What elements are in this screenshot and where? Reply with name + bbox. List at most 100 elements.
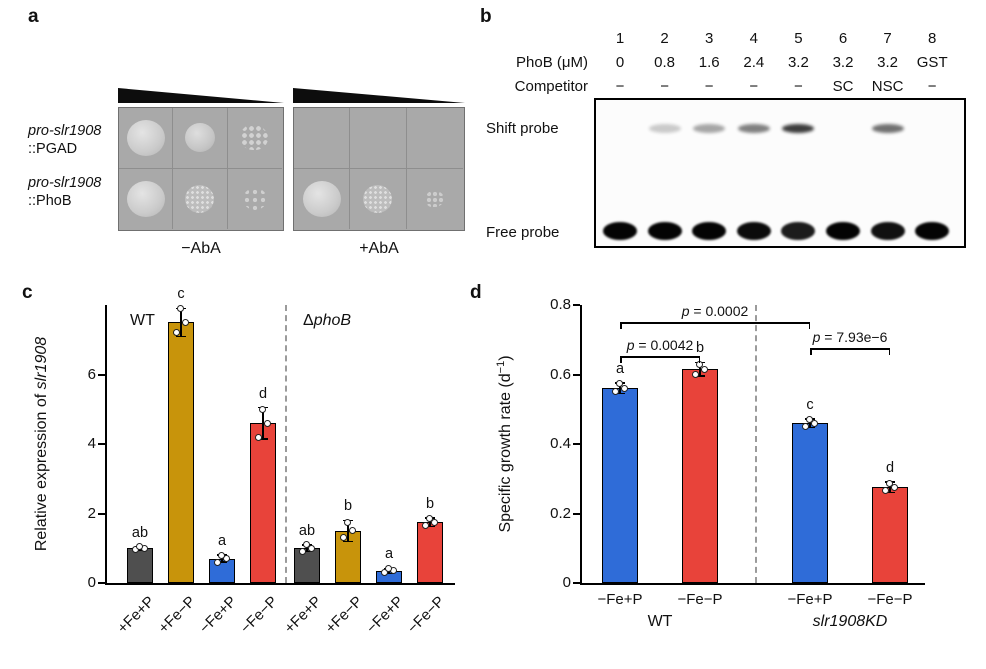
shift-probe-band bbox=[737, 124, 770, 133]
y-tick bbox=[98, 582, 105, 584]
group-label: slr1908KD bbox=[812, 613, 888, 630]
plate-cell bbox=[407, 169, 463, 230]
superscript: −1 bbox=[494, 360, 507, 374]
free-probe-band bbox=[647, 222, 682, 240]
lane-number: 4 bbox=[749, 30, 758, 47]
data-point bbox=[611, 388, 619, 396]
p-value-text: = 7.93e−6 bbox=[820, 329, 888, 345]
group-annotation-phob: ΔphoB bbox=[303, 312, 351, 330]
bar bbox=[872, 487, 908, 583]
plate-cell bbox=[173, 108, 228, 169]
bracket-tick bbox=[888, 348, 890, 355]
bar bbox=[792, 423, 828, 583]
data-point bbox=[176, 304, 184, 312]
group-label: WT bbox=[647, 613, 673, 630]
group-annotation-wt: WT bbox=[130, 312, 155, 329]
shift-probe-band bbox=[693, 124, 726, 133]
data-point bbox=[135, 543, 143, 550]
data-point bbox=[307, 544, 315, 552]
significance-letter: a bbox=[615, 361, 625, 378]
ylabel-text: Specific growth rate (d bbox=[497, 373, 515, 533]
bracket-tick bbox=[620, 356, 622, 363]
panel-d: d Specific growth rate (d−1) 0 0.2 0.4 0.6 0… bbox=[470, 278, 986, 669]
shift-probe-band bbox=[782, 124, 815, 133]
bar bbox=[294, 548, 320, 583]
bracket-tick bbox=[620, 322, 622, 329]
phob-concentration: GST bbox=[916, 54, 948, 71]
gene-name: phoB bbox=[313, 312, 352, 329]
ylabel-text: Relative expression of bbox=[33, 389, 50, 552]
data-point bbox=[425, 515, 433, 523]
x-tick-label: −Fe−P bbox=[677, 591, 723, 608]
x-axis bbox=[580, 583, 925, 585]
y-tick-label: 0 bbox=[562, 574, 571, 591]
data-point bbox=[801, 423, 809, 431]
shift-probe-band bbox=[871, 124, 904, 133]
phob-concentration: 1.6 bbox=[698, 54, 720, 71]
p-symbol: p bbox=[681, 303, 690, 319]
significance-letter: ab bbox=[298, 522, 316, 539]
y-axis bbox=[580, 305, 582, 583]
panel-a-label: a bbox=[28, 6, 39, 27]
data-point bbox=[810, 419, 818, 427]
error-cap bbox=[258, 438, 268, 440]
data-point bbox=[217, 552, 225, 560]
phob-concentration: 3.2 bbox=[787, 54, 809, 71]
colony-spot bbox=[363, 184, 393, 213]
lane-number: 8 bbox=[928, 30, 937, 47]
significance-letter: a bbox=[217, 533, 227, 550]
p-value-text: = 0.0002 bbox=[689, 303, 749, 319]
bar bbox=[602, 388, 638, 583]
free-probe-band bbox=[915, 222, 950, 240]
promoter-name: pro-slr1908 bbox=[28, 123, 102, 139]
assay-plate bbox=[118, 107, 284, 231]
phob-concentration: 2.4 bbox=[743, 54, 765, 71]
significance-letter: c bbox=[177, 286, 185, 303]
y-tick-label: 0.4 bbox=[550, 435, 571, 452]
delta-symbol: Δ bbox=[303, 312, 314, 329]
error-bar bbox=[809, 418, 811, 428]
data-point bbox=[384, 564, 392, 572]
y-tick-label: 0.6 bbox=[550, 365, 571, 383]
panel-b-label: b bbox=[480, 6, 492, 27]
shift-probe-band bbox=[648, 124, 681, 133]
y-tick bbox=[573, 443, 580, 445]
plate-cell bbox=[350, 168, 407, 229]
y-tick bbox=[573, 512, 580, 515]
plate-cell bbox=[173, 168, 228, 229]
y-tick-label: 6 bbox=[87, 365, 96, 383]
group-divider bbox=[755, 305, 757, 583]
error-bar bbox=[180, 308, 182, 337]
data-point bbox=[222, 555, 230, 563]
plate-cell bbox=[228, 169, 282, 230]
y-tick bbox=[98, 512, 105, 515]
data-point bbox=[181, 318, 189, 326]
p-value-label: p = 0.0042 bbox=[580, 337, 740, 353]
x-axis bbox=[105, 583, 455, 585]
colony-spot bbox=[302, 180, 341, 217]
competitor-value: SC bbox=[832, 78, 854, 95]
error-cap bbox=[695, 375, 705, 377]
error-bar bbox=[889, 482, 891, 493]
significance-letter: d bbox=[885, 460, 895, 477]
bracket-tick bbox=[808, 322, 810, 329]
lane-number: 5 bbox=[794, 30, 803, 47]
significance-letter: b bbox=[425, 496, 435, 513]
x-tick-label: −Fe−P bbox=[867, 591, 913, 608]
lane-number: 7 bbox=[883, 30, 892, 47]
p-value-label: p = 7.93e−6 bbox=[770, 329, 930, 345]
data-point bbox=[254, 433, 262, 441]
phob-concentration: 0 bbox=[615, 54, 625, 71]
competitor-value: − bbox=[615, 78, 625, 95]
significance-letter: ab bbox=[131, 524, 149, 541]
phob-concentration: 3.2 bbox=[832, 54, 854, 71]
free-probe-band bbox=[692, 222, 727, 240]
significance-bracket bbox=[620, 356, 700, 358]
colony-spot bbox=[126, 180, 165, 217]
data-point bbox=[691, 371, 699, 378]
data-point bbox=[890, 483, 898, 491]
p-value-text: = 0.0042 bbox=[634, 337, 694, 353]
y-axis bbox=[105, 305, 107, 583]
panel-c: c Relative expression of slr1908 WT Δpho… bbox=[20, 278, 470, 669]
